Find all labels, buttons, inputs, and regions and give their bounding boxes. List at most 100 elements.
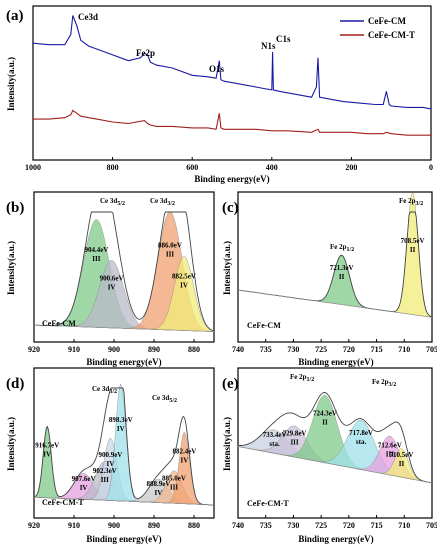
panel-c-sample: CeFe-CM [247,321,281,330]
panel-label-a: (a) [6,8,24,24]
survey-series-cm [32,15,432,110]
panel-e-fe2p32: Fe 2p3/2 [372,378,396,388]
panel-e-xtick-label-5: 715 [371,521,383,530]
panel-b-peak-label-0: 904.4eV [84,246,108,254]
panel-e-frame [237,367,433,519]
panel-c-xtick-label-3: 725 [315,345,327,354]
panel-e-peak-label-2: 724.3eV [313,410,337,418]
panel-d-peak-component-0: IV [43,451,51,459]
panel-b-xlabel: Binding energy(eV) [86,357,161,367]
panel-d-xtick-label-0: 920 [28,521,40,530]
panel-d-ce3d: 916.7eVIV907.6eVIV902.3eVIII900.9eVIV898… [6,367,215,544]
peak-label-o1s: O1s [209,64,225,74]
panel-d-peak-label-3: 900.9eV [98,451,122,459]
panel-e-xtick-label-4: 720 [343,521,355,530]
panel-e-xtick-label-3: 725 [315,521,327,530]
legend-label-cm: CeFe-CM [368,16,406,26]
panel-b-xtick-label-2: 900 [108,345,120,354]
panel-d-peak-component-4: IV [117,425,125,433]
panel-b-peak-component-3: IV [180,282,188,290]
panel-e-peak-component-5: II [399,460,405,468]
panel-e-peak-component-4: III [386,451,394,459]
survey-series-cmt [33,109,431,136]
panel-c-xtick-label-1: 735 [260,345,272,354]
panel-d-peak-component-2: III [101,476,109,484]
panel-c-xtick-label-4: 720 [343,345,355,354]
panel-c-xtick-label-2: 730 [287,345,299,354]
panel-b-ce3d52: Ce 3d5/2 [100,197,125,207]
panel-c-background [237,289,433,318]
panel-c-xtick-label-0: 740 [232,345,244,354]
peak-label-c1s: C1s [276,34,291,44]
panel-e-ylabel: Intensity(a.u.) [222,417,232,471]
panel-b-peak-label-1: 900.6eV [100,275,124,283]
panel-d-ylabel: Intensity(a.u.) [6,417,16,471]
panel-e-background [237,446,433,484]
panel-c-fe2p32: Fe 2p3/2 [399,197,423,207]
panel-a-ylabel: Intensity(a.u.) [6,57,16,111]
panel-label-c: (c) [222,200,239,216]
panel-d-ce3d52: Ce 3d5/2 [152,394,177,404]
peak-label-fe2p: Fe2p [136,48,155,58]
panel-c-xtick-label-6: 710 [398,345,410,354]
panel-c-ylabel: Intensity(a.u.) [222,241,232,295]
panel-d-xtick-label-1: 910 [68,521,80,530]
panel-d-ce3d32: Ce 3d3/2 [92,385,117,395]
panel-d-xtick-label-4: 880 [188,521,200,530]
panel-d-background [34,496,214,506]
panel-e-peak-label-5: 710.5eV [390,451,414,459]
panel-d-envelope [33,387,214,506]
panel-b-sample: CeFe-CM [42,319,76,328]
panel-b-ce3d: 904.4eVIII900.6eVIV886.0eVIII882.5eVIV92… [6,191,215,367]
panel-e-peak-label-4: 712.6eV [378,442,402,450]
panel-d-xlabel: Binding energy(eV) [86,534,161,544]
panel-a-frame [32,5,432,161]
panel-b-xtick-label-1: 910 [68,345,80,354]
panel-c-peak-label-0: 721.3eV [330,264,354,272]
panel-c-xtick-label-5: 715 [371,345,383,354]
panel-c-peak-component-0: II [339,273,345,281]
panel-c-xlabel: Binding energy(eV) [298,357,373,367]
panel-c-xtick-label-7: 705 [426,345,437,354]
panel-d-peak-label-7: 882.4eV [172,448,196,456]
panel-d-peak-component-7: IV [181,457,189,465]
panel-e-peak-component-3: sta. [356,438,367,446]
panel-a-xtick-label-0: 1000 [25,163,41,172]
panel-e-sample: CeFe-CM-T [247,499,289,508]
panel-b-ylabel: Intensity(a.u.) [6,241,16,295]
peak-label-ce3d: Ce3d [78,12,98,22]
panel-e-fe2p: 733.4eVsta.729.8eVIII724.3eVII717.8eVsta… [222,367,437,544]
panel-b-peak-label-3: 882.5eV [172,273,196,281]
panel-e-xtick-label-0: 740 [232,521,244,530]
panel-e-peak-component-0: sta. [269,440,280,448]
panel-d-peak-label-4: 898.3eV [109,416,133,424]
panel-e-peak-label-1: 729.8eV [283,429,307,437]
panel-b-peak-component-2: III [166,250,174,258]
panel-d-peak-component-3: IV [107,460,115,468]
panel-label-d: (d) [6,376,24,392]
panel-c-peak-component-1: II [410,246,416,254]
panel-d-peak-label-6: 885.0eV [162,475,186,483]
panel-d-peak-label-1: 907.6eV [72,475,96,483]
panel-a-xtick-label-3: 400 [266,163,278,172]
panel-d-xtick-label-2: 900 [108,521,120,530]
panel-b-ce3d32: Ce 3d3/2 [150,197,175,207]
panel-e-xtick-label-6: 710 [398,521,410,530]
panel-a-xlabel: Binding energy(eV) [194,174,269,184]
panel-a-xtick-label-2: 600 [186,163,198,172]
panel-e-xtick-label-7: 705 [426,521,437,530]
panel-a-xtick-label-1: 800 [107,163,119,172]
panel-d-peak-component-5: IV [155,489,163,497]
panel-e-xtick-label-2: 730 [287,521,299,530]
panel-e-xtick-label-1: 735 [260,521,272,530]
panel-d-peak-label-5: 888.9eV [146,480,170,488]
panel-b-envelope [34,211,215,332]
panel-label-e: (e) [222,376,239,392]
peak-label-n1s: N1s [261,41,276,51]
panel-c-frame [237,191,433,343]
panel-e-peak-label-0: 733.4eV [263,431,287,439]
panel-c-peak-label-1: 708.5eV [401,237,425,245]
panel-b-xtick-label-0: 920 [28,345,40,354]
